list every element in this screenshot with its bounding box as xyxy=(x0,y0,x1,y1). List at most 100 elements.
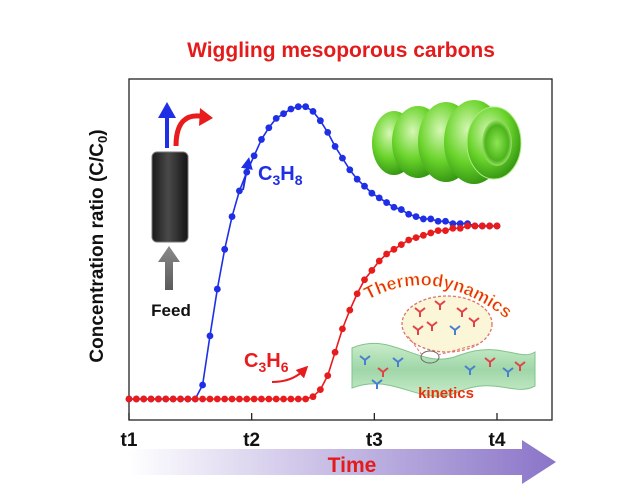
wiggling-carbon-tube-icon xyxy=(372,100,522,184)
time-arrow xyxy=(128,440,556,484)
molecule-icon xyxy=(456,307,468,317)
data-point xyxy=(302,103,310,111)
data-point xyxy=(228,395,236,403)
feed-up-arrow-icon xyxy=(158,246,180,290)
data-point xyxy=(427,229,435,237)
data-point xyxy=(420,231,427,239)
molecule-icon xyxy=(377,367,389,377)
curved-red-arrowhead-icon xyxy=(199,108,213,126)
data-point xyxy=(442,217,449,225)
data-point xyxy=(206,332,214,340)
molecule-icon xyxy=(514,361,526,371)
column-illustration: Feed xyxy=(151,102,213,320)
data-point xyxy=(250,152,258,160)
zoom-line-right xyxy=(437,343,479,356)
propane-trend-arrow xyxy=(241,157,253,191)
data-point xyxy=(471,222,479,230)
zoom-source-circle xyxy=(420,350,440,364)
data-point xyxy=(420,215,427,223)
data-point xyxy=(324,129,332,136)
x-tick-label: t2 xyxy=(243,430,260,451)
adsorbent-pellet xyxy=(151,151,189,243)
data-point xyxy=(368,189,376,197)
molecule-icon xyxy=(392,357,404,367)
data-point xyxy=(265,395,273,403)
data-point xyxy=(206,395,214,403)
data-point xyxy=(272,114,280,122)
molecule-icon xyxy=(414,307,426,317)
time-label: Time xyxy=(328,454,377,477)
kinetics-label: kinetics xyxy=(418,385,474,402)
data-point xyxy=(309,393,317,401)
data-point xyxy=(397,206,405,213)
data-point xyxy=(191,395,199,403)
chart-title: Wiggling mesoporous carbons xyxy=(187,39,495,62)
data-point xyxy=(140,395,148,403)
data-point xyxy=(346,306,354,314)
data-point xyxy=(361,182,368,190)
data-point xyxy=(478,222,486,230)
data-point xyxy=(309,107,317,115)
molecule-icon xyxy=(484,357,496,367)
data-point xyxy=(339,154,346,162)
data-point xyxy=(383,250,390,258)
data-point xyxy=(412,213,420,220)
data-point xyxy=(390,245,398,253)
zoom-line-left xyxy=(406,334,423,356)
y-axis-label: Concentration ratio (C/C0) xyxy=(87,129,110,362)
series-label-propylene: C3H6 xyxy=(244,350,289,375)
data-point xyxy=(456,220,464,228)
data-point xyxy=(331,143,339,150)
molecule-glyphs xyxy=(359,300,526,389)
data-point xyxy=(486,222,494,230)
data-point xyxy=(353,290,361,298)
data-point xyxy=(258,395,265,403)
data-point xyxy=(294,395,302,403)
data-point xyxy=(434,227,442,235)
data-point xyxy=(250,395,258,403)
data-point xyxy=(213,285,221,293)
series-label-propane: C3H8 xyxy=(258,163,303,188)
data-point xyxy=(456,224,464,232)
data-point xyxy=(464,222,471,230)
data-point xyxy=(427,215,435,223)
data-point xyxy=(236,187,243,195)
data-point xyxy=(243,395,251,403)
data-point xyxy=(162,395,170,403)
molecule-icon xyxy=(412,325,424,335)
data-point xyxy=(236,395,243,403)
data-point xyxy=(221,395,229,403)
data-point xyxy=(368,266,376,274)
x-tick-label: t4 xyxy=(489,430,506,451)
molecule-icon xyxy=(371,379,383,389)
outflow-up-arrow-icon xyxy=(158,102,176,148)
data-point xyxy=(442,227,449,235)
data-point xyxy=(177,395,184,403)
data-point xyxy=(294,103,302,111)
plot-frame xyxy=(128,78,553,421)
data-point xyxy=(449,220,457,228)
molecule-icon xyxy=(464,365,476,375)
data-point xyxy=(493,222,501,230)
data-point xyxy=(147,395,155,403)
data-point xyxy=(375,194,383,202)
thermo-kinetics-inset: Thermodynamics kinetics xyxy=(351,269,536,402)
data-point xyxy=(412,234,420,242)
data-point xyxy=(228,213,236,220)
zoom-bubble xyxy=(401,295,493,353)
data-point xyxy=(155,395,162,403)
molecule-icon xyxy=(434,300,446,310)
molecule-icon xyxy=(449,325,461,335)
data-point xyxy=(213,395,221,403)
molecule-icon xyxy=(502,367,514,377)
data-point xyxy=(346,166,354,174)
data-point xyxy=(280,110,287,118)
data-point xyxy=(184,395,192,403)
data-point xyxy=(390,203,398,211)
x-tick-label: t3 xyxy=(366,430,383,451)
data-point xyxy=(405,236,413,244)
data-point xyxy=(316,386,324,394)
data-point xyxy=(316,117,324,125)
data-point xyxy=(132,395,140,403)
